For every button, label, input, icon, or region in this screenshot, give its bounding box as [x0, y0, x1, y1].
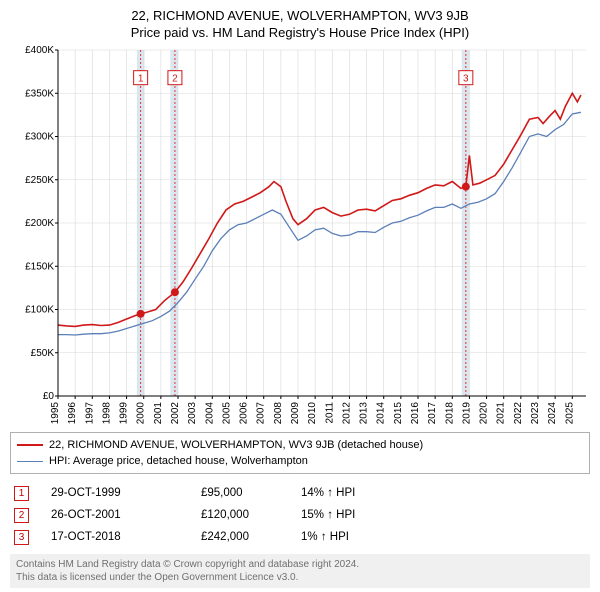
footer-line-1: Contains HM Land Registry data © Crown c…: [16, 558, 584, 571]
price-chart: 1 2 3 £0 £50K £100K £150K £200K £250K £300K £350K £…: [10, 46, 590, 426]
event-price: £120,000: [201, 509, 301, 521]
x-tick-label: 2023: [530, 402, 541, 425]
x-tick-label: 2012: [341, 402, 352, 425]
legend-label: HPI: Average price, detached house, Wolv…: [49, 455, 308, 467]
x-tick-label: 2011: [324, 402, 335, 424]
x-tick-label: 2006: [239, 402, 250, 425]
y-tick-label: £300K: [25, 132, 54, 143]
x-tick-label: 2014: [376, 402, 387, 425]
y-tick-label: £200K: [25, 218, 54, 229]
x-tick-label: 2007: [256, 402, 267, 425]
event-row-badge: 1: [14, 486, 29, 501]
x-tick-label: 2002: [170, 402, 181, 425]
event-price: £242,000: [201, 531, 301, 543]
x-tick-label: 2015: [393, 402, 404, 425]
x-tick-label: 2009: [290, 402, 301, 425]
events-table: 1 29-OCT-1999£95,00014% ↑ HPI 2 26-OCT-2001…: [10, 482, 590, 548]
event-row: 1 29-OCT-1999£95,00014% ↑ HPI: [10, 482, 590, 504]
y-tick-label: £250K: [25, 175, 54, 186]
x-tick-label: 2010: [307, 402, 318, 425]
legend-row: 22, RICHMOND AVENUE, WOLVERHAMPTON, WV3 …: [17, 437, 583, 453]
x-tick-label: 2017: [427, 402, 438, 425]
x-tick-label: 2024: [547, 402, 558, 425]
y-tick-label: £100K: [25, 305, 54, 316]
event-hpi: 15% ↑ HPI: [301, 509, 421, 521]
x-tick-label: 1999: [119, 402, 130, 425]
event-badge-label: 2: [172, 74, 178, 85]
event-marker: [462, 183, 470, 191]
x-tick-label: 2022: [513, 402, 524, 425]
event-date: 17-OCT-2018: [51, 531, 201, 543]
x-tick-label: 2019: [461, 402, 472, 425]
x-tick-label: 2018: [444, 402, 455, 425]
event-date: 26-OCT-2001: [51, 509, 201, 521]
x-tick-label: 1996: [67, 402, 78, 425]
x-tick-label: 2004: [204, 402, 215, 425]
y-tick-label: £150K: [25, 261, 54, 272]
x-tick-label: 2000: [136, 402, 147, 425]
footer-line-2: This data is licensed under the Open Gov…: [16, 571, 584, 584]
event-row-badge: 2: [14, 508, 29, 523]
title-block: 22, RICHMOND AVENUE, WOLVERHAMPTON, WV3 …: [10, 8, 590, 40]
chart-svg: 1 2 3 £0 £50K £100K £150K £200K £250K £300K £350K £…: [10, 46, 590, 426]
event-row: 3 17-OCT-2018£242,0001% ↑ HPI: [10, 526, 590, 548]
x-tick-label: 1998: [101, 402, 112, 425]
event-badge-label: 1: [138, 74, 144, 85]
legend-swatch: [17, 444, 43, 446]
x-tick-label: 1997: [84, 402, 95, 425]
legend: 22, RICHMOND AVENUE, WOLVERHAMPTON, WV3 …: [10, 432, 590, 474]
x-tick-label: 2008: [273, 402, 284, 425]
x-tick-label: 1995: [50, 402, 61, 425]
event-hpi: 14% ↑ HPI: [301, 487, 421, 499]
y-tick-label: £350K: [25, 88, 54, 99]
legend-label: 22, RICHMOND AVENUE, WOLVERHAMPTON, WV3 …: [49, 439, 423, 451]
y-tick-label: £0: [43, 391, 55, 402]
x-tick-label: 2001: [153, 402, 164, 425]
event-marker: [171, 288, 179, 296]
event-price: £95,000: [201, 487, 301, 499]
x-tick-label: 2016: [410, 402, 421, 425]
chart-container: 22, RICHMOND AVENUE, WOLVERHAMPTON, WV3 …: [0, 0, 600, 592]
event-marker: [137, 310, 145, 318]
footer-attribution: Contains HM Land Registry data © Crown c…: [10, 554, 590, 588]
x-tick-label: 2003: [187, 402, 198, 425]
event-row-badge: 3: [14, 530, 29, 545]
legend-swatch: [17, 461, 43, 462]
x-tick-label: 2020: [479, 402, 490, 425]
title-subtitle: Price paid vs. HM Land Registry's House …: [10, 25, 590, 40]
event-date: 29-OCT-1999: [51, 487, 201, 499]
series-hpi: [58, 112, 581, 335]
event-row: 2 26-OCT-2001£120,00015% ↑ HPI: [10, 504, 590, 526]
series-price_paid: [58, 93, 581, 326]
x-tick-label: 2005: [221, 402, 232, 425]
x-tick-label: 2025: [564, 402, 575, 425]
title-address: 22, RICHMOND AVENUE, WOLVERHAMPTON, WV3 …: [10, 8, 590, 23]
y-tick-label: £50K: [31, 348, 55, 359]
x-tick-label: 2021: [496, 402, 507, 425]
event-badge-label: 3: [463, 74, 469, 85]
y-tick-label: £400K: [25, 46, 54, 56]
x-tick-label: 2013: [359, 402, 370, 425]
event-hpi: 1% ↑ HPI: [301, 531, 421, 543]
legend-row: HPI: Average price, detached house, Wolv…: [17, 453, 583, 469]
